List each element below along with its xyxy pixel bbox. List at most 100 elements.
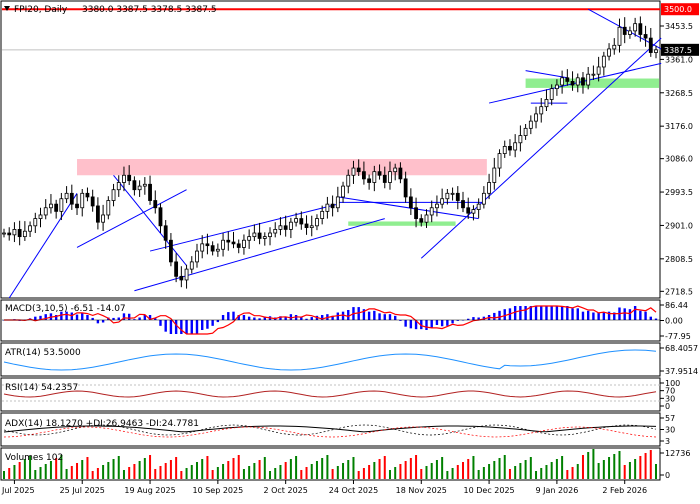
- macd-bar: [603, 313, 605, 321]
- price-axis-label: 3268.5: [665, 89, 693, 98]
- macd-bar: [91, 318, 93, 320]
- volume-bar: [556, 459, 558, 479]
- chart-ohlc: 3380.0 3387.5 3378.5 3387.5: [82, 5, 217, 15]
- volume-bar: [8, 468, 10, 479]
- macd-bar: [550, 306, 552, 320]
- volume-bar: [259, 460, 261, 479]
- volume-bar: [504, 455, 506, 479]
- volume-bar: [175, 457, 177, 479]
- volume-bar: [530, 457, 532, 479]
- time-axis-label: 2 Oct 2025: [263, 486, 307, 495]
- candle-body: [149, 184, 152, 200]
- candle-body: [49, 204, 52, 208]
- candle-body: [362, 172, 365, 179]
- volume-bar: [608, 457, 610, 479]
- candle-body: [446, 193, 449, 198]
- candle-body: [540, 107, 543, 114]
- candle-body: [404, 179, 407, 197]
- macd-bar: [519, 306, 521, 320]
- candle-body: [576, 78, 579, 85]
- macd-bar: [206, 320, 208, 329]
- volume-bar: [478, 470, 480, 479]
- candle-body: [305, 224, 308, 228]
- candle-body: [561, 78, 564, 85]
- volume-bar: [389, 470, 391, 479]
- volume-bar: [467, 459, 469, 479]
- candle-body: [488, 182, 491, 193]
- candle-body: [253, 233, 256, 237]
- time-axis-label: 10 Sep 2025: [193, 486, 244, 495]
- volume-bar: [243, 469, 245, 479]
- candle-body: [310, 226, 313, 228]
- macd-bar: [498, 311, 500, 320]
- candle-body: [639, 24, 642, 35]
- volume-bar: [603, 460, 605, 479]
- macd-bar: [597, 313, 599, 321]
- time-axis-label: 3 Jul 2025: [0, 486, 35, 495]
- price-axis-label: 3453.5: [665, 22, 693, 31]
- candle-body: [81, 193, 84, 207]
- atr-axis-label: 37.9514: [665, 367, 698, 376]
- volume-bar: [598, 463, 600, 479]
- candle-body: [169, 240, 172, 262]
- candle-body: [655, 50, 658, 53]
- macd-bar: [524, 306, 526, 320]
- volume-bar: [269, 471, 271, 479]
- volume-bar: [165, 463, 167, 479]
- volume-bar: [452, 468, 454, 479]
- macd-bar: [540, 306, 542, 320]
- volume-bar: [66, 469, 68, 479]
- vol-axis-label: 12736: [665, 449, 690, 458]
- candle-body: [597, 67, 600, 74]
- candle-body: [289, 222, 292, 229]
- volume-bar: [540, 468, 542, 479]
- volume-bar: [624, 465, 626, 479]
- macd-bar: [222, 315, 224, 320]
- candle-body: [508, 146, 511, 150]
- candle-body: [336, 197, 339, 208]
- macd-bar: [634, 306, 636, 320]
- macd-bar: [290, 314, 292, 320]
- volume-bar: [462, 462, 464, 479]
- time-axis-label: 10 Dec 2025: [464, 486, 515, 495]
- candle-body: [185, 269, 188, 280]
- volume-bar: [399, 464, 401, 479]
- candle-body: [96, 206, 99, 222]
- candle-body: [91, 197, 94, 206]
- volume-bar: [13, 465, 15, 479]
- macd-bar: [431, 320, 433, 328]
- candle-body: [373, 172, 376, 183]
- macd-bar: [571, 308, 573, 320]
- volume-bar: [154, 469, 156, 479]
- candle-body: [8, 233, 11, 235]
- volume-bar: [118, 456, 120, 479]
- volume-bar: [483, 467, 485, 479]
- volume-bar: [431, 463, 433, 479]
- candle-body: [242, 240, 245, 247]
- macd-bar: [253, 318, 255, 321]
- candle-body: [623, 27, 626, 34]
- volume-bar: [300, 470, 302, 479]
- candle-body: [472, 210, 475, 214]
- volume-bar: [274, 468, 276, 479]
- candle-body: [70, 193, 73, 204]
- volume-bar: [514, 466, 516, 479]
- macd-bar: [232, 312, 234, 320]
- candle-body: [39, 215, 42, 219]
- candle-body: [482, 193, 485, 204]
- candle-body: [274, 229, 277, 233]
- macd-bar: [446, 320, 448, 326]
- time-axis-label: 9 Jan 2026: [535, 486, 578, 495]
- candle-body: [425, 215, 428, 222]
- macd-bar: [97, 320, 99, 323]
- volume-bar: [525, 460, 527, 479]
- volume-bar: [180, 471, 182, 479]
- volume-bar: [3, 471, 5, 479]
- volume-bar: [290, 459, 292, 479]
- volume-bar: [639, 456, 641, 479]
- volume-bar: [493, 461, 495, 479]
- candle-body: [608, 49, 611, 56]
- macd-bar: [504, 309, 506, 320]
- candle-body: [383, 175, 386, 182]
- candle-body: [435, 204, 438, 208]
